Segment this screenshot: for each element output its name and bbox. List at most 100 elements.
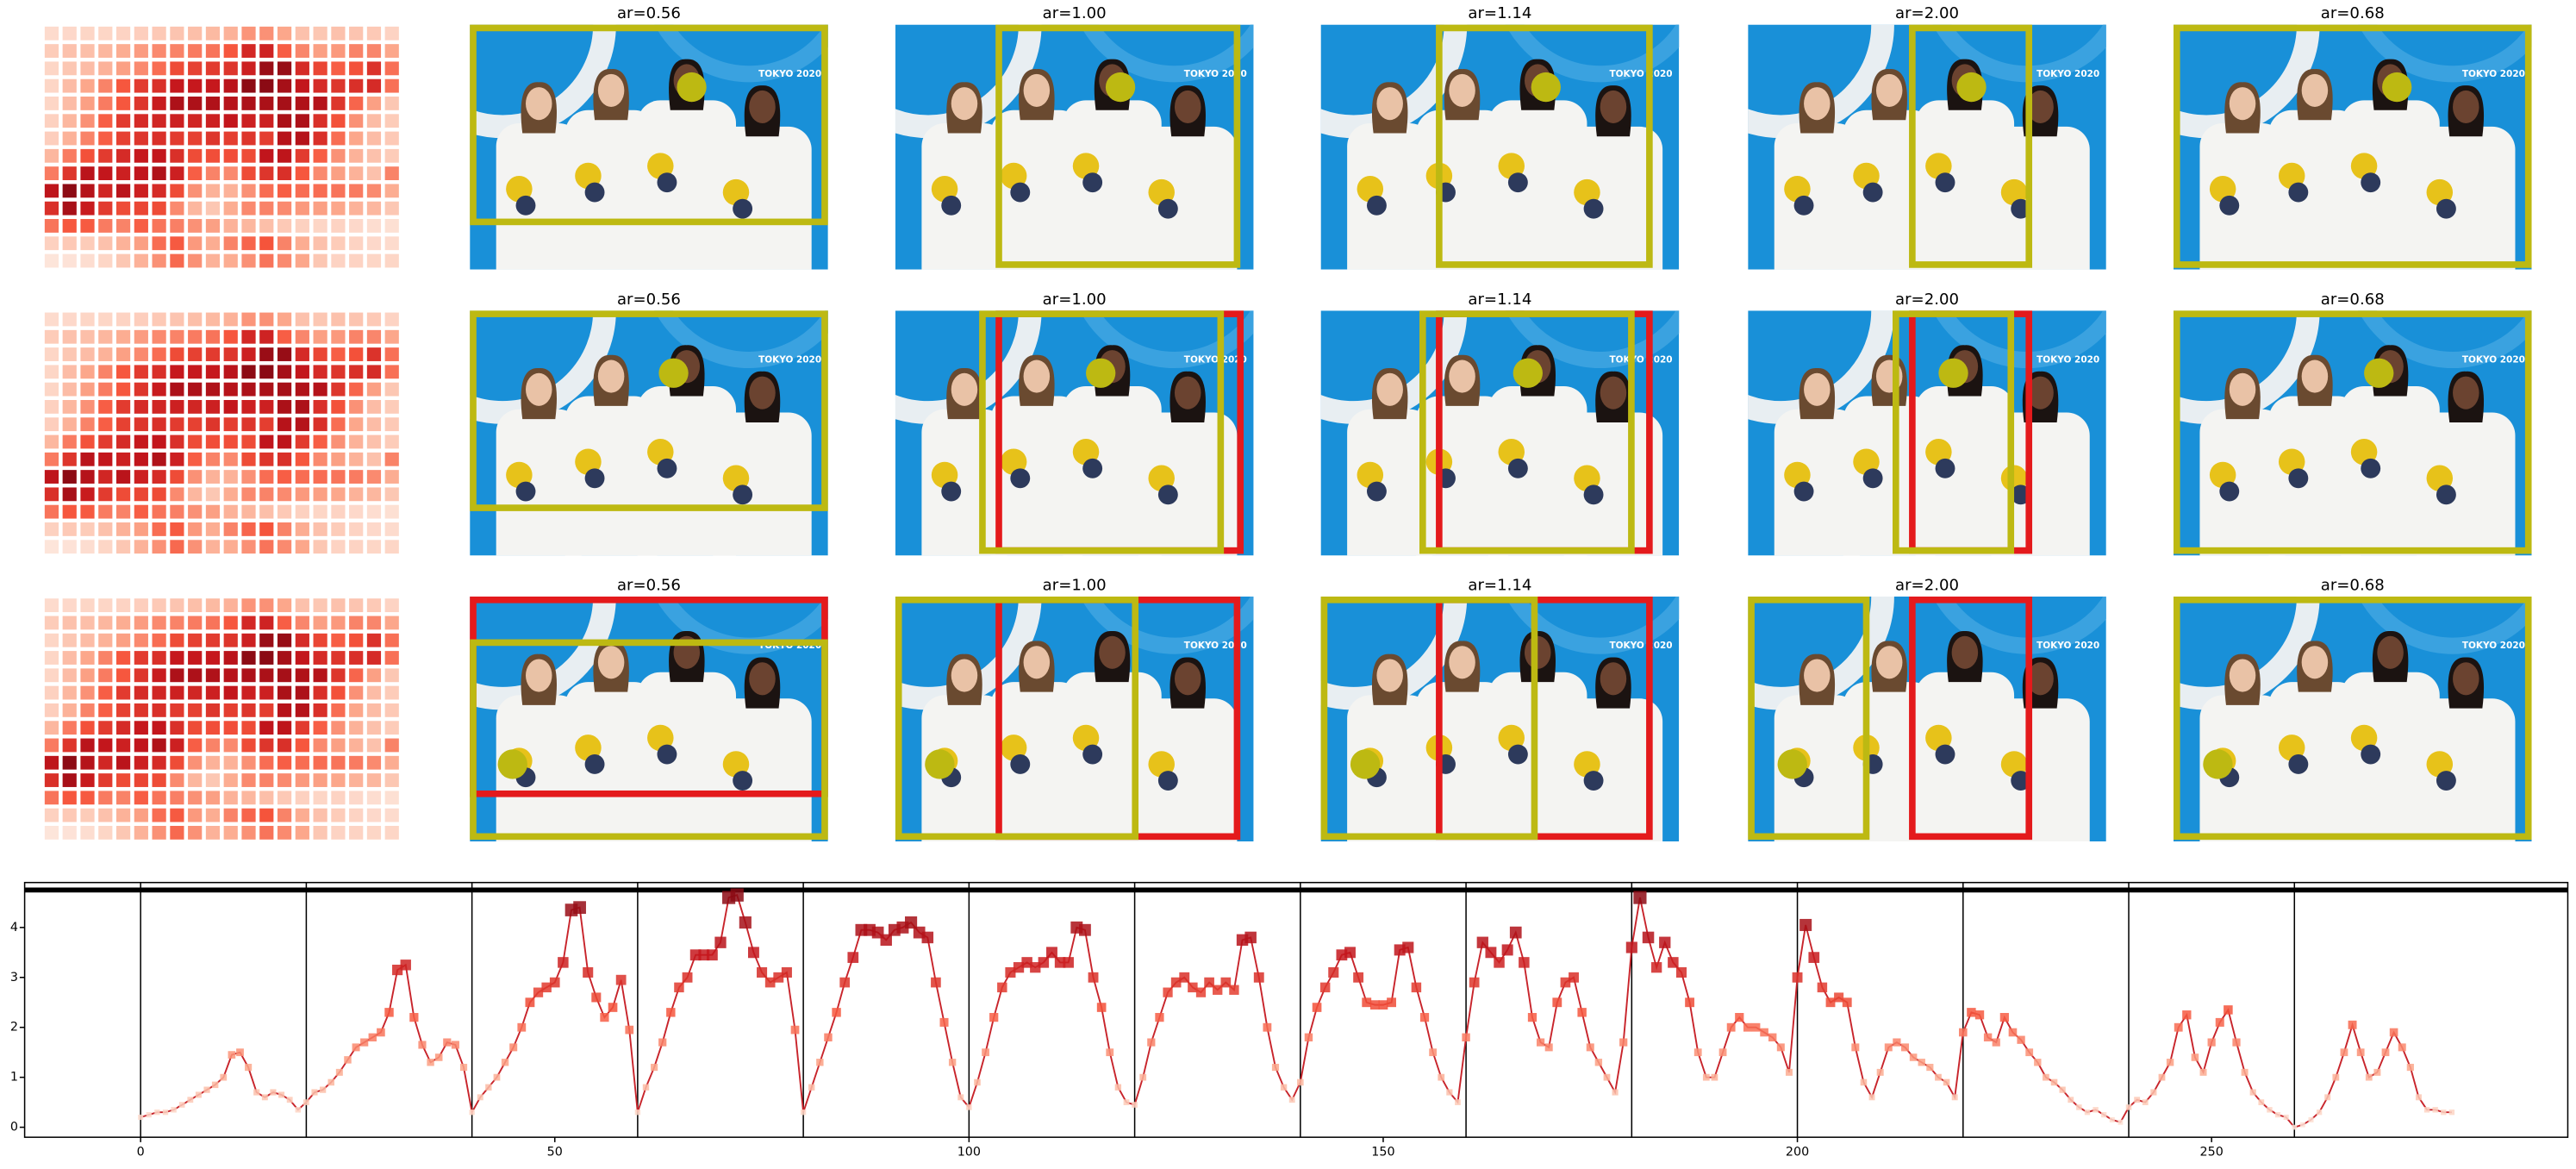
olympic-ring xyxy=(895,597,1042,710)
heatmap-cell xyxy=(80,685,95,700)
heatmap-cell xyxy=(44,131,59,146)
person-body xyxy=(1774,409,1860,556)
data-marker xyxy=(1943,1078,1950,1086)
heatmap-cell xyxy=(170,434,184,449)
heatmap-cell xyxy=(241,685,256,700)
person-body xyxy=(990,396,1083,556)
data-marker xyxy=(1768,1033,1777,1042)
heatmap-cell xyxy=(349,44,364,58)
person-body xyxy=(637,672,736,842)
x-tick-label: 50 xyxy=(547,1145,563,1159)
yellow-box xyxy=(1748,597,1870,841)
heatmap-cell xyxy=(80,184,95,198)
heatmap-cell xyxy=(366,201,382,216)
heatmap-cell xyxy=(62,434,77,449)
heatmap-cell xyxy=(366,452,382,466)
yellow-point xyxy=(2203,749,2233,779)
heatmap-cell xyxy=(188,738,203,753)
heatmap-cell xyxy=(152,97,166,110)
olympic-ring xyxy=(2358,310,2532,369)
heatmap-cell xyxy=(170,522,184,536)
heatmap-cell xyxy=(331,633,346,647)
heatmap-cell xyxy=(295,808,309,822)
data-marker xyxy=(1132,1102,1138,1108)
heatmap-cell xyxy=(152,487,166,502)
heatmap-cell xyxy=(44,651,59,665)
heatmap-cell xyxy=(277,166,292,180)
heatmap-cell xyxy=(366,825,382,840)
heatmap-cell xyxy=(205,329,221,344)
heatmap-cell xyxy=(384,166,399,180)
data-marker xyxy=(1114,1084,1122,1091)
data-marker xyxy=(2441,1110,2447,1116)
heatmap-cell xyxy=(259,417,274,432)
olympic-ring xyxy=(2173,597,2320,710)
heatmap-cell xyxy=(349,312,364,327)
person-head xyxy=(1376,87,1403,121)
heatmap-cell xyxy=(205,738,221,753)
data-marker xyxy=(311,1089,318,1096)
heatmap-cell xyxy=(349,633,364,647)
heatmap-cell xyxy=(313,791,327,805)
heatmap-cell xyxy=(313,148,327,163)
data-marker xyxy=(368,1033,377,1042)
heatmap-cell xyxy=(384,487,399,502)
bouquet xyxy=(722,465,750,492)
data-marker xyxy=(2118,1119,2124,1125)
heatmap-cell xyxy=(259,236,274,251)
heatmap-cell xyxy=(241,668,256,683)
bouquet xyxy=(941,195,962,216)
heatmap-cell xyxy=(98,399,113,414)
bouquet xyxy=(1157,484,1178,505)
data-marker xyxy=(1974,1010,1985,1020)
data-marker xyxy=(2389,1028,2398,1037)
heatmap-cell xyxy=(80,236,95,251)
heatmap-cell xyxy=(277,131,292,146)
heatmap-cell xyxy=(152,236,166,251)
yellow-point xyxy=(925,749,955,779)
heatmap-cell xyxy=(295,522,309,536)
person-head xyxy=(2301,646,2329,679)
person-head xyxy=(1449,73,1475,107)
data-marker xyxy=(303,1099,309,1105)
heatmap-cell xyxy=(277,382,292,397)
yellow-box xyxy=(1893,310,2015,554)
heatmap-cell xyxy=(366,504,382,519)
heatmap-cell xyxy=(241,44,256,58)
heatmap-cell xyxy=(205,78,221,93)
heatmap-cell xyxy=(366,791,382,805)
data-marker xyxy=(1668,957,1679,968)
heatmap-cell xyxy=(366,148,382,163)
heatmap-cell xyxy=(134,808,148,822)
heatmap-cell xyxy=(152,347,166,361)
heatmap-cell xyxy=(241,616,256,630)
heatmap-cell xyxy=(259,329,274,344)
heatmap-cell xyxy=(170,808,184,822)
heatmap-cell xyxy=(205,148,221,163)
heatmap-cell xyxy=(152,44,166,58)
heatmap-cell xyxy=(98,470,113,484)
heatmap-cell xyxy=(205,219,221,233)
heatmap-cell xyxy=(384,452,399,466)
person-head xyxy=(1875,73,1903,107)
data-line xyxy=(140,893,2452,1128)
data-marker xyxy=(319,1086,327,1093)
bouquet xyxy=(584,754,605,774)
heatmap-cell xyxy=(188,253,203,268)
heatmap-cell xyxy=(44,97,59,110)
heatmap-cell xyxy=(115,808,131,822)
heatmap-cell xyxy=(277,148,292,163)
photo-text: TOKYO 2020 xyxy=(2036,355,2099,366)
heatmap-cell xyxy=(80,312,95,327)
yellow-point xyxy=(658,358,689,388)
data-marker xyxy=(1909,1053,1918,1061)
heatmap-cell xyxy=(241,825,256,840)
data-marker xyxy=(335,1068,343,1076)
yellow-box xyxy=(1419,310,1635,554)
data-marker xyxy=(2191,1053,2199,1061)
heatmap-cell xyxy=(295,201,309,216)
person-body xyxy=(921,695,1007,842)
bouquet xyxy=(1072,724,1100,752)
data-marker xyxy=(400,960,411,971)
heatmap-cell xyxy=(277,721,292,735)
